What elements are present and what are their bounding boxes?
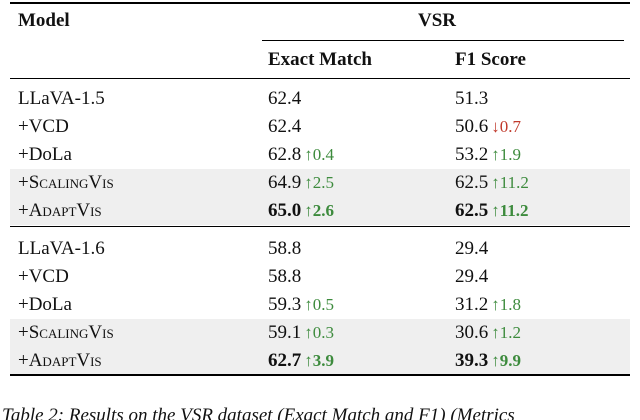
model-name: +VCD <box>18 116 69 137</box>
model-cell: +ScalingVis <box>18 172 114 194</box>
row-shade <box>10 169 630 197</box>
model-cell: LLaVA-1.5 <box>18 88 105 110</box>
model-header: Model <box>18 10 70 31</box>
em-value: 59.1 <box>268 322 302 343</box>
em-cell: 59.3 ↑0.5 <box>268 294 334 316</box>
em-cell: 62.4 <box>268 116 301 138</box>
em-value: 62.8 <box>268 144 302 165</box>
f1-delta: ↑11.2 <box>491 173 529 192</box>
em-delta: ↑2.5 <box>304 173 334 192</box>
header-rule <box>10 78 630 79</box>
bottom-rule <box>10 374 630 376</box>
em-value: 62.7 <box>268 350 302 371</box>
caption: Table 2: Results on the VSR dataset (Exa… <box>2 405 515 420</box>
model-name: +ScalingVis <box>18 322 114 343</box>
em-value: 65.0 <box>268 200 302 221</box>
f1-delta: ↑11.2 <box>491 201 529 220</box>
f1-cell: 53.2 ↑1.9 <box>455 144 521 166</box>
top-rule <box>10 2 630 4</box>
group-header: VSR <box>418 10 457 31</box>
f1-value: 53.2 <box>455 144 489 165</box>
row-shade <box>10 197 630 225</box>
model-name: +ScalingVis <box>18 172 114 193</box>
f1-cell: 62.5 ↑11.2 <box>455 200 529 222</box>
model-cell: +DoLa <box>18 294 72 316</box>
f1-cell: 29.4 <box>455 238 488 260</box>
em-header: Exact Match <box>268 49 372 70</box>
model-name: LLaVA-1.6 <box>18 238 105 259</box>
em-cell: 58.8 <box>268 266 301 288</box>
model-cell: LLaVA-1.6 <box>18 238 105 260</box>
model-name: +VCD <box>18 266 69 287</box>
em-value: 62.4 <box>268 116 302 137</box>
model-cell: +VCD <box>18 116 69 138</box>
f1-cell: 30.6 ↑1.2 <box>455 322 521 344</box>
em-value: 58.8 <box>268 266 302 287</box>
model-cell: +VCD <box>18 266 69 288</box>
f1-cell: 31.2 ↑1.8 <box>455 294 521 316</box>
em-delta: ↑0.4 <box>304 145 334 164</box>
f1-cell: 29.4 <box>455 266 488 288</box>
em-cell: 62.4 <box>268 88 301 110</box>
model-cell: +DoLa <box>18 144 72 166</box>
f1-value: 62.5 <box>455 200 489 221</box>
f1-delta: ↑1.8 <box>491 295 521 314</box>
em-cell: 59.1 ↑0.3 <box>268 322 334 344</box>
model-name: +DoLa <box>18 144 72 165</box>
group-rule <box>262 40 624 41</box>
row-shade <box>10 319 630 347</box>
f1-value: 62.5 <box>455 172 489 193</box>
f1-delta: ↑1.2 <box>491 323 521 342</box>
em-delta: ↑3.9 <box>304 351 334 370</box>
f1-cell: 62.5 ↑11.2 <box>455 172 529 194</box>
em-delta: ↑0.3 <box>304 323 334 342</box>
em-value: 59.3 <box>268 294 302 315</box>
model-name: +AdaptVis <box>18 200 102 221</box>
em-cell: 62.8 ↑0.4 <box>268 144 334 166</box>
f1-value: 39.3 <box>455 350 489 371</box>
f1-cell: 51.3 <box>455 88 488 110</box>
f1-value: 51.3 <box>455 88 489 109</box>
em-value: 64.9 <box>268 172 302 193</box>
em-value: 62.4 <box>268 88 302 109</box>
model-cell: +AdaptVis <box>18 200 102 222</box>
f1-value: 31.2 <box>455 294 489 315</box>
model-cell: +AdaptVis <box>18 350 102 372</box>
f1-value: 50.6 <box>455 116 489 137</box>
em-delta: ↑0.5 <box>304 295 334 314</box>
f1-delta: ↑1.9 <box>491 145 521 164</box>
em-delta: ↑2.6 <box>304 201 334 220</box>
f1-delta: ↓0.7 <box>491 117 521 136</box>
f1-header: F1 Score <box>455 49 526 70</box>
f1-cell: 39.3 ↑9.9 <box>455 350 521 372</box>
model-name: LLaVA-1.5 <box>18 88 105 109</box>
model-name: +DoLa <box>18 294 72 315</box>
em-cell: 62.7 ↑3.9 <box>268 350 334 372</box>
em-value: 58.8 <box>268 238 302 259</box>
f1-value: 29.4 <box>455 238 489 259</box>
group-rule <box>10 226 630 227</box>
em-cell: 58.8 <box>268 238 301 260</box>
f1-delta: ↑9.9 <box>491 351 521 370</box>
f1-value: 30.6 <box>455 322 489 343</box>
model-cell: +ScalingVis <box>18 322 114 344</box>
f1-value: 29.4 <box>455 266 489 287</box>
model-name: +AdaptVis <box>18 350 102 371</box>
row-shade <box>10 347 630 375</box>
f1-cell: 50.6 ↓0.7 <box>455 116 521 138</box>
em-cell: 65.0 ↑2.6 <box>268 200 334 222</box>
em-cell: 64.9 ↑2.5 <box>268 172 334 194</box>
